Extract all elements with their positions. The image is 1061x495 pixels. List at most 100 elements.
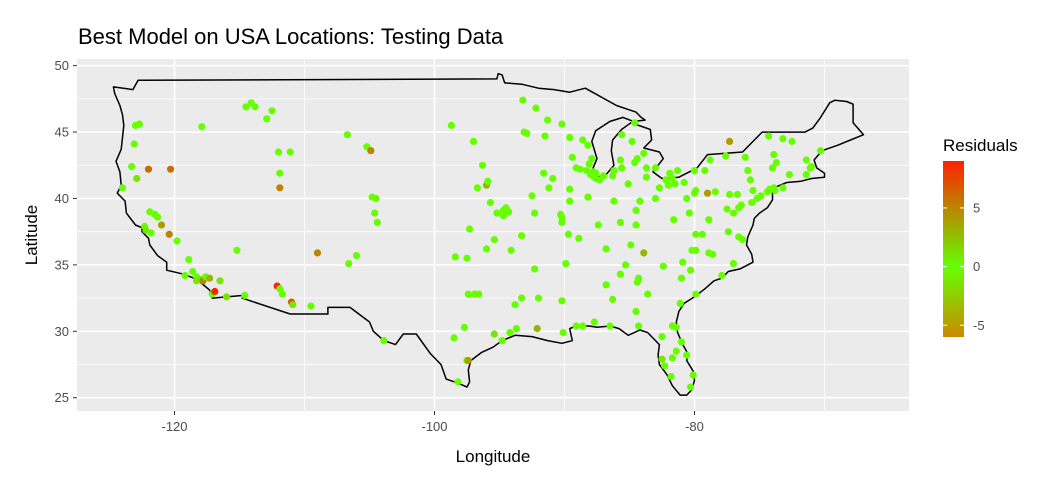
data-point [313,249,322,257]
data-point [632,206,640,214]
legend: Residuals 5 0 -5 [943,136,1018,337]
data-point [802,156,810,164]
data-point [651,164,660,172]
data-point [689,371,697,379]
x-tick-label: -80 [685,419,704,434]
data-point [610,197,618,205]
data-point [631,119,639,127]
data-point [533,325,541,333]
data-point [499,212,507,220]
data-point [559,329,567,337]
data-point [636,197,644,205]
data-point [505,208,513,216]
x-axis-title: Longitude [456,447,531,466]
data-point [131,121,140,129]
data-point [618,164,626,172]
data-point [274,148,283,156]
data-point [703,189,712,197]
data-point [618,131,626,139]
data-point [531,265,539,273]
data-point [723,205,731,213]
data-point [165,230,173,238]
data-point [668,322,677,330]
data-point [735,233,743,241]
data-point [566,197,574,205]
data-point [541,132,549,140]
data-point [479,161,487,169]
legend-ticks: 5 0 -5 [943,200,985,333]
data-point [128,163,136,171]
data-point [609,295,617,303]
legend-colorbar [943,161,964,337]
data-point [493,209,501,217]
data-point [632,307,640,315]
data-point [806,164,814,172]
data-point [528,192,536,200]
data-point [690,167,699,175]
data-point [705,216,713,224]
data-point [692,246,700,254]
data-point [464,290,472,298]
data-point [130,140,138,148]
data-point [276,169,284,177]
data-point [278,290,286,298]
data-point [701,167,709,175]
data-point [628,137,636,145]
data-point [733,190,742,199]
data-point [671,180,679,188]
data-point [737,201,745,209]
data-point [545,184,553,192]
data-point [741,153,749,161]
data-point [590,318,599,326]
data-point [466,225,474,233]
data-point [635,322,643,330]
data-point [640,149,648,157]
y-tick-label: 40 [55,191,69,206]
plot-panel [77,59,909,411]
data-point [540,169,548,177]
data-point [633,155,641,163]
data-point [154,213,162,221]
data-point [558,120,566,128]
data-point [549,174,557,183]
data-point [779,135,787,143]
data-point [705,249,713,257]
data-point [464,356,472,365]
x-tick-label: -120 [161,419,187,434]
y-tick-label: 25 [55,390,69,405]
data-point [380,337,388,345]
data-point [484,177,492,185]
data-point [181,271,189,280]
data-point [263,115,271,123]
data-point [692,290,700,298]
data-point [189,267,197,276]
data-point [562,260,570,268]
data-point [770,151,778,159]
data-point [173,237,181,245]
data-point [779,184,787,192]
data-point [667,372,675,381]
data-point [572,164,580,172]
data-point [307,302,315,310]
data-point [523,129,531,137]
data-point [729,260,738,268]
data-point [624,180,632,188]
legend-tick-label: -5 [973,318,985,333]
data-point [687,266,695,274]
data-point [451,253,459,261]
data-point [251,103,259,111]
data-point [748,198,756,207]
data-point [367,147,375,155]
data-point [469,137,478,145]
data-point [242,103,250,111]
data-point [744,167,752,175]
data-point [498,337,506,345]
data-point [726,190,734,199]
data-point [579,322,587,330]
data-point [286,148,294,156]
data-point [518,294,526,302]
data-point [518,232,526,240]
data-point [677,338,686,346]
data-point [772,159,781,167]
data-point [622,261,630,269]
